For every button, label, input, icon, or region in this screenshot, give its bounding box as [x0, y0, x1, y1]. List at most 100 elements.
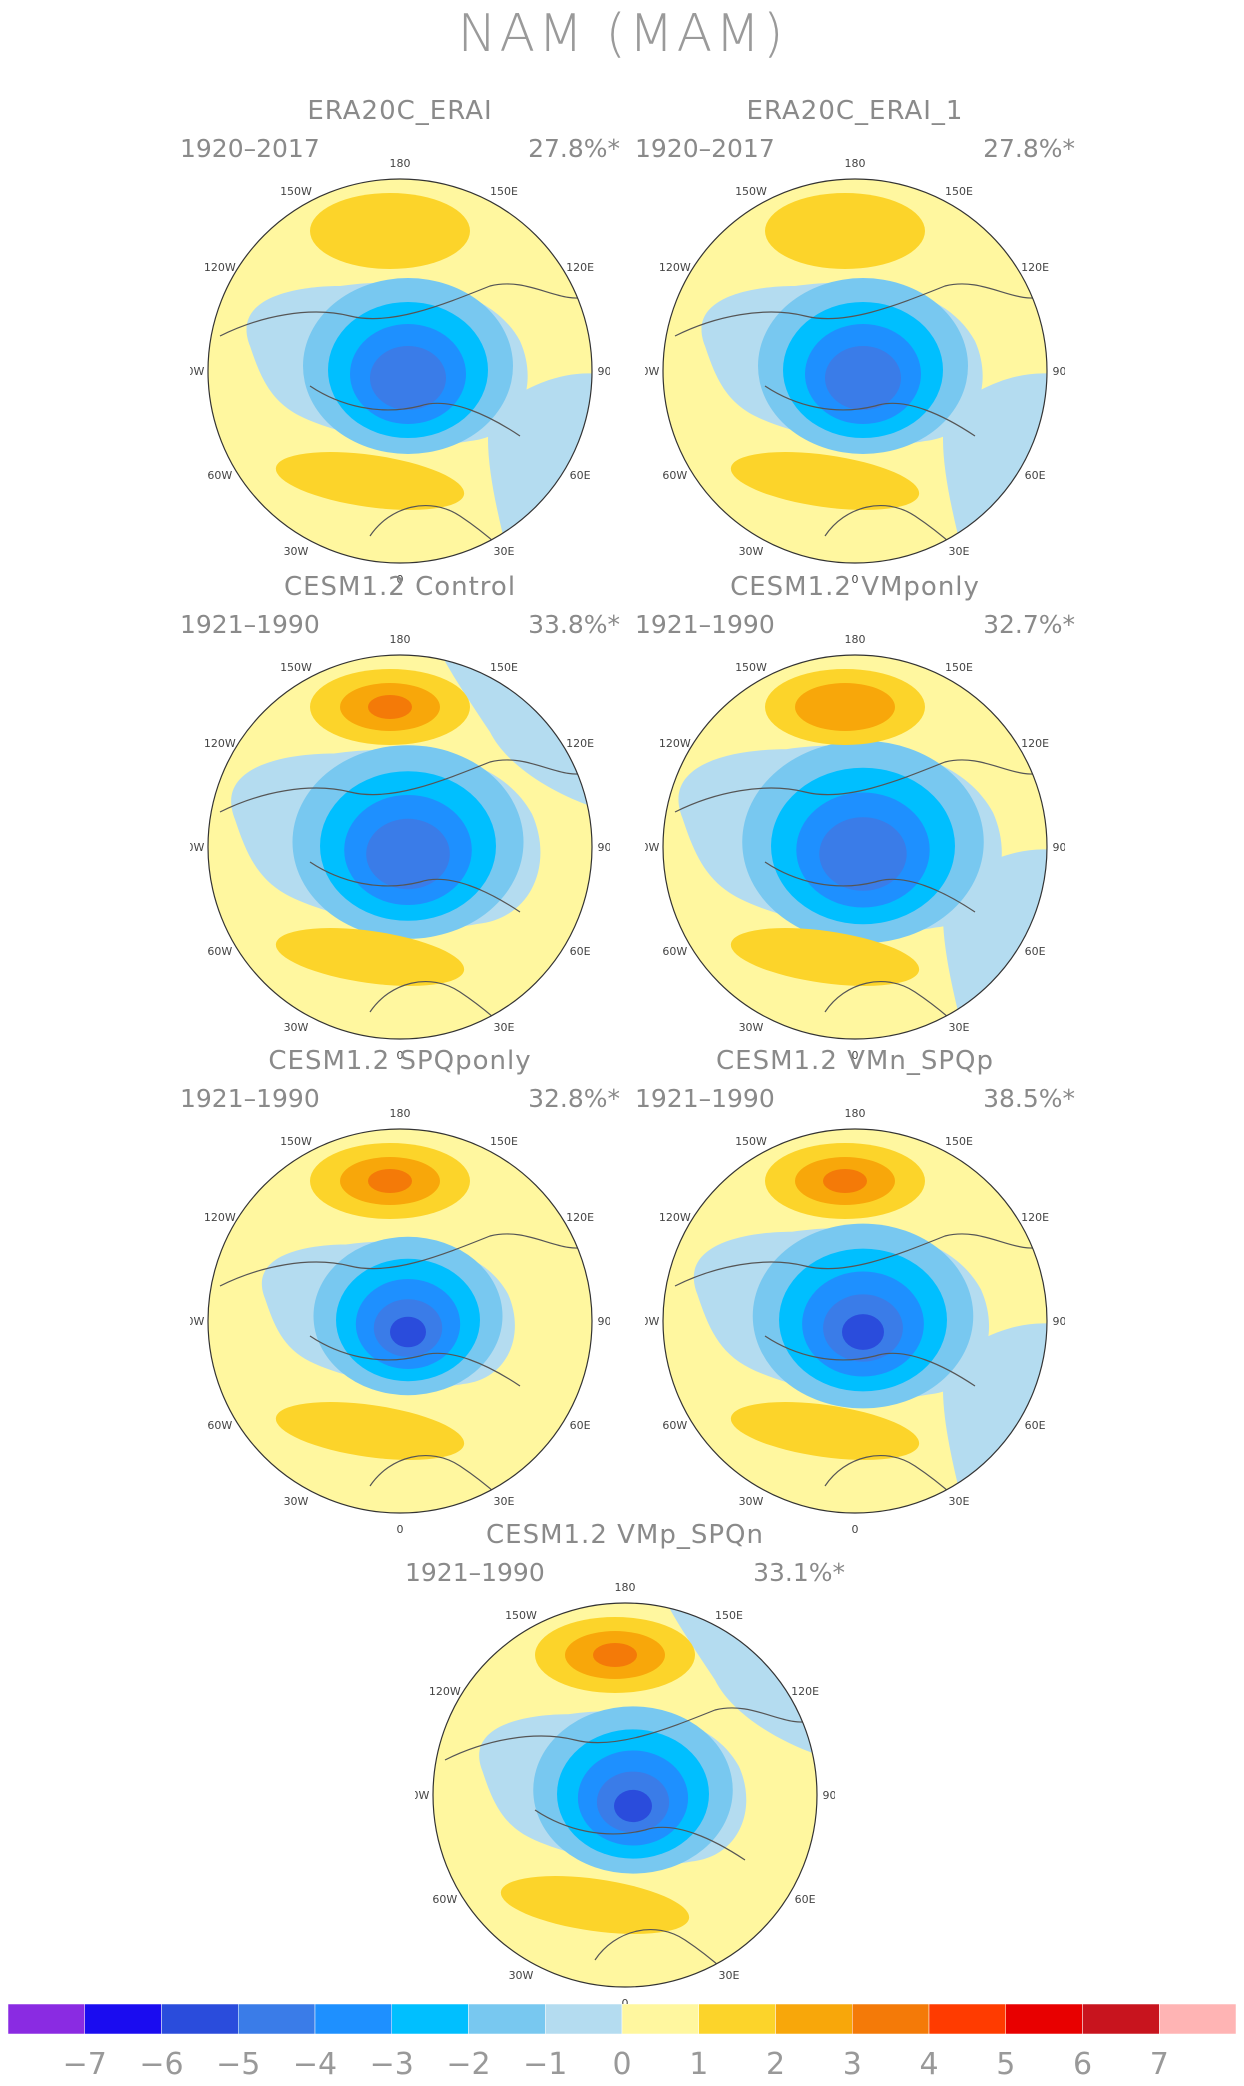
colorbar-label: 2 — [766, 2047, 785, 2082]
negative-anomaly-contour — [390, 1316, 426, 1348]
longitude-label: 180 — [845, 633, 866, 646]
longitude-label: 120W — [204, 261, 236, 274]
longitude-label: 150W — [280, 185, 312, 198]
colorbar-label: 0 — [612, 2047, 631, 2082]
longitude-label: 180 — [845, 157, 866, 170]
polar-map: 180 150E 120E 90E 60E 30E 0 30W 60W 90W 120W 150W — [190, 157, 610, 586]
panel-years: 1921–1990 — [180, 1084, 320, 1113]
map-border — [662, 654, 1048, 1040]
negative-anomaly-contour — [614, 1789, 652, 1823]
colorbar-label: 1 — [689, 2047, 708, 2082]
colorbar-swatch — [314, 2004, 392, 2035]
longitude-label: 60W — [662, 469, 687, 482]
positive-anomaly-contour — [823, 1169, 867, 1193]
map-panel-cesm-vmp-spqn: CESM1.2 VMp_SPQn 1921–1990 33.1%* 180 150E 12… — [405, 1520, 845, 2010]
panel-title: ERA20C_ERAI — [307, 96, 493, 126]
longitude-label: 150E — [945, 185, 973, 198]
panel-variance: 27.8%* — [983, 134, 1075, 163]
colorbar-swatch — [238, 2004, 316, 2035]
polar-map: 180 150E 120E 90E 60E 30E 0 30W 60W 90W 120W 150W — [645, 157, 1065, 586]
polar-map: 180 150E 120E 90E 60E 30E 0 30W 60W 90W 120W 150W — [190, 633, 610, 1062]
longitude-label: 0 — [622, 1997, 629, 2010]
colorbar-swatch — [1159, 2004, 1236, 2035]
negative-anomaly-contour — [370, 346, 446, 410]
panel-variance: 33.1%* — [753, 1558, 845, 1587]
longitude-label: 30E — [949, 1495, 970, 1508]
positive-anomaly-contour — [795, 683, 895, 731]
longitude-label: 90E — [1053, 365, 1065, 378]
longitude-label: 180 — [615, 1581, 636, 1594]
longitude-label: 120E — [791, 1685, 819, 1698]
longitude-label: 30W — [509, 1969, 534, 1982]
longitude-label: 90W — [645, 365, 660, 378]
longitude-label: 60W — [662, 945, 687, 958]
longitude-label: 120W — [429, 1685, 461, 1698]
colorbar-swatch — [852, 2004, 930, 2035]
longitude-label: 30W — [284, 545, 309, 558]
map-panel-era20c-erai-1: ERA20C_ERAI_1 1920–2017 27.8%* 180 150E 120E 9… — [635, 96, 1075, 586]
longitude-label: 30E — [494, 1495, 515, 1508]
longitude-label: 60W — [662, 1419, 687, 1432]
positive-anomaly-contour — [310, 193, 470, 269]
panel-years: 1921–1990 — [405, 1558, 545, 1587]
positive-anomaly-contour — [275, 928, 465, 986]
panel-years: 1921–1990 — [180, 610, 320, 639]
longitude-label: 60W — [207, 1419, 232, 1432]
map-panel-cesm-spqponly: CESM1.2 SPQponly 1921–1990 32.8%* 180 150E 12… — [180, 1046, 620, 1536]
longitude-label: 0 — [397, 1049, 404, 1062]
map-panel-cesm-vmn-spqp: CESM1.2 VMn_SPQp 1921–1990 38.5%* 180 150E 12… — [635, 1046, 1075, 1536]
longitude-label: 30W — [284, 1495, 309, 1508]
longitude-label: 150E — [490, 661, 518, 674]
longitude-label: 30W — [739, 545, 764, 558]
longitude-label: 90W — [645, 841, 660, 854]
longitude-label: 60E — [570, 945, 591, 958]
longitude-label: 90W — [190, 841, 205, 854]
weak-negative-region — [665, 1603, 817, 1760]
negative-anomaly-contour — [825, 346, 901, 410]
panel-variance: 27.8%* — [528, 134, 620, 163]
panel-variance: 32.8%* — [528, 1084, 620, 1113]
colorbar-swatch — [928, 2004, 1006, 2035]
longitude-label: 120E — [566, 737, 594, 750]
panel-title: CESM1.2 SPQponly — [268, 1046, 532, 1076]
figure-title: NAM (MAM) — [457, 4, 787, 64]
positive-anomaly-contour — [593, 1643, 637, 1667]
longitude-label: 120E — [1021, 737, 1049, 750]
longitude-label: 30E — [494, 1021, 515, 1034]
longitude-label: 30W — [739, 1021, 764, 1034]
longitude-label: 150E — [490, 185, 518, 198]
longitude-label: 150E — [490, 1135, 518, 1148]
weak-negative-region — [440, 655, 592, 812]
positive-anomaly-contour — [730, 452, 920, 510]
longitude-label: 0 — [852, 1049, 859, 1062]
longitude-label: 60E — [1025, 945, 1046, 958]
positive-anomaly-contour — [730, 1402, 920, 1460]
positive-anomaly-contour — [368, 695, 412, 719]
longitude-label: 90E — [598, 841, 610, 854]
longitude-label: 60E — [1025, 1419, 1046, 1432]
colorbar-label: 4 — [919, 2047, 938, 2082]
longitude-label: 90E — [1053, 841, 1065, 854]
colorbar-swatch — [621, 2004, 699, 2035]
colorbar-swatch — [84, 2004, 162, 2035]
colorbar-swatch — [1082, 2004, 1160, 2035]
panel-variance: 38.5%* — [983, 1084, 1075, 1113]
negative-anomaly-contour — [819, 817, 907, 891]
map-panel-era20c-erai: ERA20C_ERAI 1920–2017 27.8%* 180 150E 120E 90E… — [180, 96, 620, 586]
colorbar-label: 5 — [996, 2047, 1015, 2082]
longitude-label: 180 — [845, 1107, 866, 1120]
longitude-label: 60E — [570, 469, 591, 482]
longitude-label: 90E — [598, 365, 610, 378]
colorbar-label: −4 — [293, 2047, 337, 2082]
colorbar-swatch — [8, 2004, 85, 2035]
polar-map: 180 150E 120E 90E 60E 30E 0 30W 60W 90W 120W 150W — [415, 1581, 835, 2010]
panel-variance: 32.7%* — [983, 610, 1075, 639]
longitude-label: 150W — [280, 661, 312, 674]
map-panel-cesm-vmponly: CESM1.2 VMponly 1921–1990 32.7%* 180 150E 120… — [635, 572, 1075, 1062]
longitude-label: 30E — [719, 1969, 740, 1982]
longitude-label: 60W — [207, 945, 232, 958]
longitude-label: 180 — [390, 157, 411, 170]
longitude-label: 150W — [280, 1135, 312, 1148]
longitude-label: 120W — [659, 261, 691, 274]
longitude-label: 150E — [945, 1135, 973, 1148]
